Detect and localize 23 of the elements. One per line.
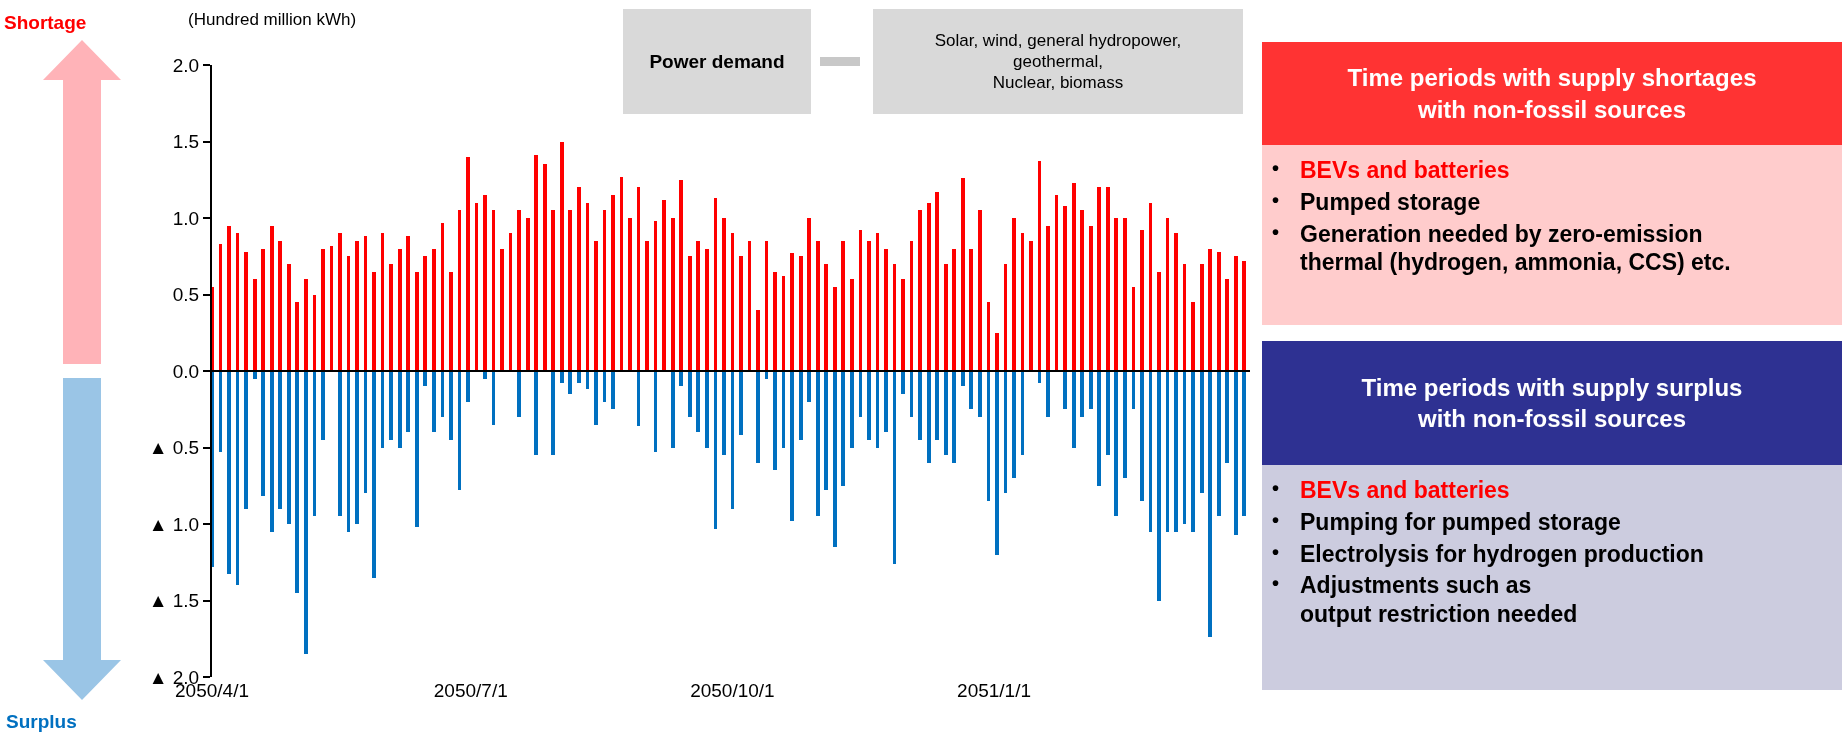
x-tick-label: 2051/1/1 [957,680,1032,701]
text: • Electrolysis for hydrogen production [1271,539,1705,569]
y-axis-title: (Hundred million kWh) [188,10,357,30]
text: • Adjustments such as output restriction needed [1271,571,1579,629]
text: • BEVs and batteries [1271,156,1511,185]
text: • Pumping for pumped storage [1271,507,1622,537]
x-tick-label: 2050/10/1 [690,680,775,701]
y-tick-label: ▲ 1.0 [148,513,200,535]
y-tick-label: 0.0 [172,360,200,382]
text: • Pumped storage [1271,187,1482,217]
y-tick-label: 0.5 [172,284,200,306]
text: Surplus [6,711,77,733]
y-tick-label: ▲ 1.5 [148,590,200,612]
x-tick-label: 2050/7/1 [433,680,508,701]
y-tick-label: 1.0 [172,207,200,229]
text: • Generation needed by zero-emission thermal (hydrogen, ammonia, CCS) etc. [1271,219,1732,277]
text: Time periods with supply surplus with non-fossil sources [1262,341,1842,465]
y-tick-label: 2.0 [172,54,200,76]
text: Shortage [4,12,87,34]
text: Time periods with supply shortages with non-fossil sources [1262,42,1842,145]
y-tick-label: ▲ 0.5 [148,437,200,459]
text: • BEVs and batteries [1271,476,1511,505]
y-tick-label: 1.5 [172,131,200,153]
